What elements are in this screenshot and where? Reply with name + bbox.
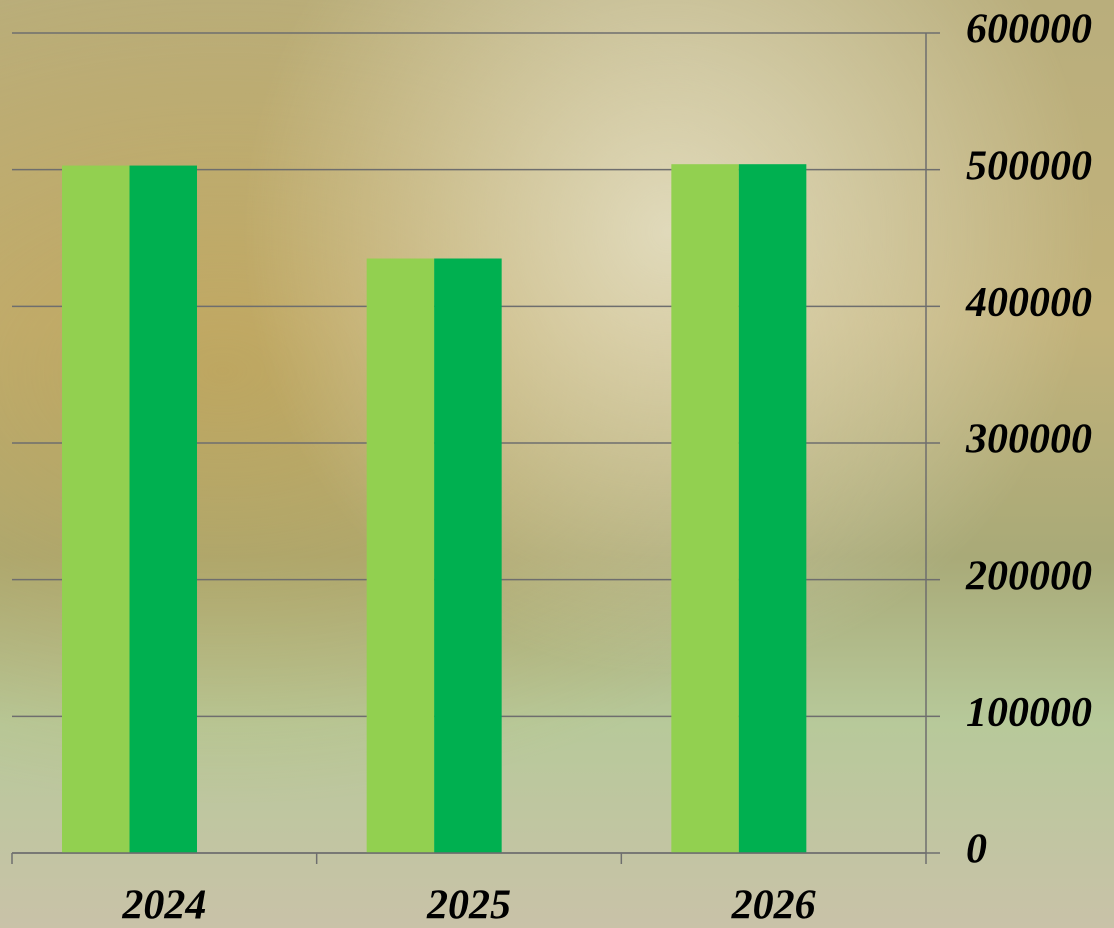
bar xyxy=(62,165,130,854)
y-tick-label: 400000 xyxy=(965,280,1092,326)
x-tick-label: 2026 xyxy=(731,883,816,928)
y-tick-label: 300000 xyxy=(965,417,1092,463)
bar xyxy=(129,165,197,854)
y-tick-label: 500000 xyxy=(966,143,1092,189)
x-tick-label: 2025 xyxy=(426,883,511,928)
y-tick-label: 600000 xyxy=(966,7,1092,53)
y-tick-label: 0 xyxy=(966,827,987,873)
y-tick-label: 200000 xyxy=(965,553,1092,599)
bar xyxy=(434,258,502,853)
bar xyxy=(738,164,807,853)
x-tick-label: 2024 xyxy=(121,883,206,928)
y-tick-label: 100000 xyxy=(966,690,1092,736)
bar xyxy=(671,164,739,853)
bar xyxy=(366,258,435,853)
